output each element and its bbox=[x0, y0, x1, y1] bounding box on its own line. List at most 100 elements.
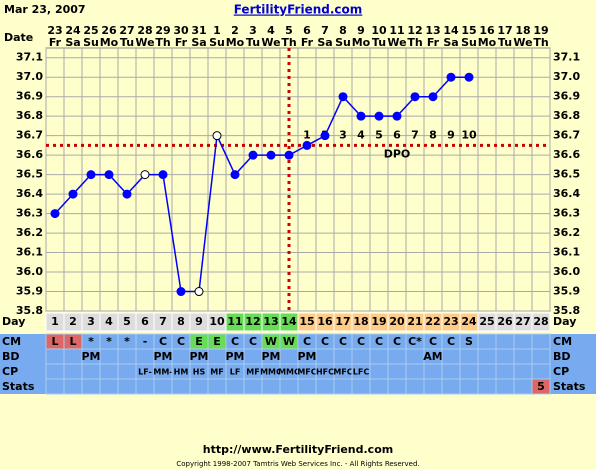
temperature-point bbox=[86, 170, 96, 180]
day-number: 25 bbox=[479, 315, 494, 328]
y-tick-label: 36.5 bbox=[16, 168, 43, 181]
date-number: 26 bbox=[101, 24, 117, 37]
row-cell bbox=[117, 378, 137, 395]
weekday: Sa bbox=[65, 36, 80, 49]
row-cell bbox=[459, 378, 479, 395]
weekday: Tu bbox=[120, 36, 134, 49]
row-cell bbox=[99, 378, 119, 395]
row-cell bbox=[279, 378, 299, 395]
day-number: 10 bbox=[209, 315, 225, 328]
row-cell bbox=[477, 348, 497, 365]
cp-value: LFC bbox=[353, 368, 370, 377]
cm-value: - bbox=[143, 335, 148, 348]
cm-value: C* bbox=[408, 335, 422, 348]
day-number: 20 bbox=[389, 315, 405, 328]
row-cell bbox=[513, 333, 533, 350]
cp-value: MF bbox=[246, 368, 259, 377]
row-cell bbox=[171, 378, 191, 395]
cm-value: L bbox=[51, 335, 58, 348]
dpo-number: 9 bbox=[447, 128, 455, 141]
day-number: 24 bbox=[461, 315, 477, 328]
row-label-right: CM bbox=[553, 335, 572, 348]
row-cell bbox=[369, 378, 389, 395]
cm-value: W bbox=[265, 335, 277, 348]
y-tick-label-right: 36.5 bbox=[553, 168, 580, 181]
row-cell bbox=[441, 363, 461, 380]
row-label: CP bbox=[2, 365, 18, 378]
footer-url[interactable]: http://www.FertilityFriend.com bbox=[203, 443, 393, 456]
temperature-point bbox=[176, 287, 186, 297]
y-tick-label-right: 36.9 bbox=[553, 90, 580, 103]
y-tick-label: 36.1 bbox=[16, 246, 43, 259]
weekday: Fr bbox=[49, 36, 62, 49]
temperature-point bbox=[410, 92, 420, 102]
dpo-number: 3 bbox=[339, 128, 347, 141]
weekday: Su bbox=[83, 36, 99, 49]
y-tick-label: 36.4 bbox=[16, 187, 43, 200]
weekday: Su bbox=[335, 36, 351, 49]
y-tick-label: 36.3 bbox=[16, 207, 43, 220]
day-number: 23 bbox=[443, 315, 458, 328]
date-label: Date bbox=[4, 31, 33, 44]
date-number: 15 bbox=[461, 24, 476, 37]
row-cell bbox=[513, 363, 533, 380]
bd-value: PM bbox=[261, 350, 280, 363]
y-tick-label-right: 36.8 bbox=[553, 109, 580, 122]
dpo-number: 1 bbox=[303, 128, 311, 141]
date-number: 1 bbox=[213, 24, 221, 37]
row-cell bbox=[513, 348, 533, 365]
temperature-point bbox=[230, 170, 240, 180]
temperature-point bbox=[266, 150, 276, 160]
day-number: 14 bbox=[281, 315, 297, 328]
cp-value: LF- bbox=[138, 368, 152, 377]
y-tick-label: 35.9 bbox=[16, 285, 43, 298]
temperature-point bbox=[194, 287, 204, 297]
row-cell bbox=[99, 363, 119, 380]
day-number: 26 bbox=[497, 315, 513, 328]
dpo-number: 6 bbox=[393, 128, 401, 141]
cp-value: HS bbox=[193, 368, 206, 377]
date-number: 24 bbox=[65, 24, 81, 37]
dpo-label: DPO bbox=[384, 147, 411, 160]
row-cell bbox=[63, 363, 83, 380]
cp-value: MF bbox=[210, 368, 223, 377]
cm-value: S bbox=[465, 335, 473, 348]
date-number: 29 bbox=[155, 24, 170, 37]
day-number: 7 bbox=[159, 315, 167, 328]
date-number: 11 bbox=[389, 24, 404, 37]
date-number: 25 bbox=[83, 24, 98, 37]
dpo-number: 4 bbox=[357, 128, 365, 141]
date-number: 9 bbox=[357, 24, 365, 37]
cm-value: C bbox=[339, 335, 347, 348]
temperature-point bbox=[356, 111, 366, 121]
cp-value: MMC bbox=[260, 368, 282, 377]
date-number: 31 bbox=[191, 24, 206, 37]
row-cell bbox=[81, 363, 101, 380]
row-cell bbox=[423, 363, 443, 380]
date-number: 13 bbox=[425, 24, 440, 37]
cp-value: HFC bbox=[316, 368, 334, 377]
cm-value: C bbox=[393, 335, 401, 348]
weekday: Fr bbox=[175, 36, 188, 49]
weekday: Tu bbox=[246, 36, 260, 49]
row-cell bbox=[171, 348, 191, 365]
temperature-point bbox=[464, 72, 474, 82]
day-number: 17 bbox=[335, 315, 350, 328]
y-tick-label-right: 36.2 bbox=[553, 226, 580, 239]
dpo-number: 5 bbox=[375, 128, 383, 141]
cp-value: HM bbox=[174, 368, 189, 377]
y-tick-label: 35.8 bbox=[16, 304, 43, 317]
day-cell bbox=[531, 312, 551, 332]
row-label: CM bbox=[2, 335, 21, 348]
cp-value: MM- bbox=[153, 368, 172, 377]
date-number: 23 bbox=[47, 24, 62, 37]
y-tick-label: 36.8 bbox=[16, 109, 43, 122]
row-cell bbox=[45, 348, 65, 365]
row-cell bbox=[81, 378, 101, 395]
row-cell bbox=[495, 348, 515, 365]
date-number: 8 bbox=[339, 24, 347, 37]
date-number: 2 bbox=[231, 24, 239, 37]
chart-date: Mar 23, 2007 bbox=[4, 3, 86, 16]
site-link[interactable]: FertilityFriend.com bbox=[234, 3, 363, 17]
row-cell bbox=[45, 378, 65, 395]
